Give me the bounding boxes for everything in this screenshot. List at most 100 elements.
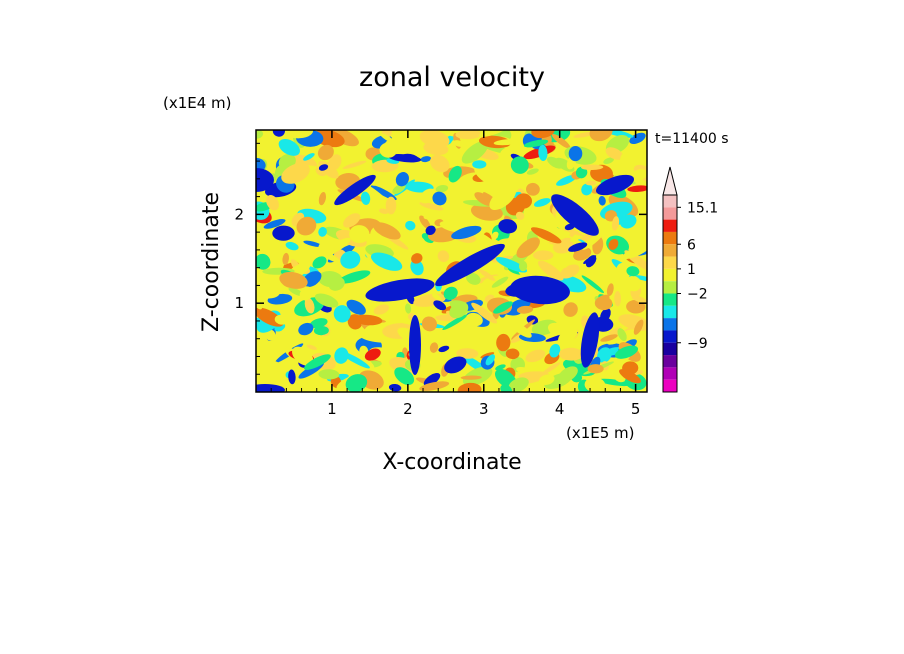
field-cell (432, 191, 447, 206)
x-axis-label: X-coordinate (382, 450, 521, 475)
field-cell (342, 160, 367, 169)
field-cell (309, 318, 328, 329)
field-cell (419, 381, 450, 391)
field-cell (425, 225, 436, 236)
field-cell (364, 348, 381, 361)
field-cell (557, 366, 578, 383)
field-band (256, 168, 274, 192)
colorbar-segment (663, 367, 677, 380)
field-cell (598, 196, 606, 206)
field-cell (419, 202, 444, 211)
field-cell (314, 293, 339, 308)
colorbar-segment (663, 281, 677, 294)
field-cell (526, 168, 539, 175)
field-cell (496, 333, 511, 352)
field-cell (349, 225, 370, 244)
field-cell (508, 377, 529, 392)
field-cell (627, 185, 647, 192)
field-cell (480, 352, 495, 359)
colorbar-segment (663, 293, 677, 306)
field-cell (292, 346, 314, 366)
field-cell (345, 374, 368, 392)
field-cell (306, 344, 317, 350)
field-cell (266, 195, 279, 211)
field-cell (523, 139, 549, 148)
field-cell (459, 191, 468, 201)
field-cell (539, 374, 555, 386)
field-cell (530, 227, 562, 244)
field-cell (518, 260, 528, 272)
field-cell (437, 250, 450, 263)
field-cell (549, 343, 561, 358)
colorbar-segment (663, 342, 677, 356)
colorbar: 15.1 6 1 −2 −9 (662, 166, 718, 393)
field-cell (303, 153, 315, 161)
field-cell (396, 226, 415, 244)
x-tick-label: 2 (403, 400, 413, 418)
field-cell (611, 216, 620, 231)
field-cell (510, 321, 532, 338)
field-cell (575, 166, 588, 179)
field-cell (388, 383, 402, 392)
field-cell (267, 334, 278, 340)
field-cell (493, 301, 513, 314)
field-cell (622, 243, 647, 260)
axis-ticks: 1 2 3 4 5 1 2 (234, 130, 647, 418)
field-cell (423, 141, 449, 156)
field-cell (559, 347, 584, 361)
field-cell (296, 216, 317, 236)
field-cell (547, 156, 563, 169)
field-cell (405, 303, 412, 314)
field-cell (371, 372, 382, 385)
colorbar-segment (663, 244, 677, 257)
field-cell (558, 327, 578, 345)
field-cell (373, 222, 401, 240)
field-cell (421, 316, 437, 332)
field-cell (598, 378, 631, 387)
field-cell (334, 347, 349, 364)
field-cell (357, 355, 375, 369)
field-cell (278, 138, 300, 156)
field-cell (489, 186, 517, 210)
field-cell (317, 144, 334, 161)
field-cell (277, 331, 295, 347)
x-unit-label: (x1E5 m) (566, 424, 635, 442)
field-cell (421, 233, 434, 244)
field-band (256, 384, 285, 392)
colorbar-segment (663, 355, 677, 368)
field-cell (585, 180, 597, 186)
field-cell (614, 345, 639, 359)
field-cell (556, 174, 577, 186)
y-unit-label: (x1E4 m) (163, 94, 232, 112)
field-cell (352, 314, 383, 326)
field-band (334, 174, 376, 206)
colorbar-segment (663, 268, 677, 282)
field-cell (560, 264, 580, 279)
field-cell (285, 241, 299, 251)
colorbar-segment (663, 207, 677, 220)
field-cell (272, 130, 285, 137)
field-cell (516, 305, 534, 314)
field-cell (587, 364, 604, 374)
field-cell (443, 286, 458, 300)
field-band (409, 315, 421, 375)
field-cell (370, 252, 403, 271)
field-cell (478, 327, 491, 341)
field-cell (435, 184, 449, 193)
field-cell (256, 253, 271, 270)
colorbar-label: 1 (687, 262, 696, 278)
field-cell (495, 257, 528, 273)
field-cell (378, 208, 389, 214)
field-cell (493, 138, 522, 146)
plot-frame (255, 129, 648, 393)
field-cell (594, 296, 613, 311)
field-cell (629, 132, 646, 145)
field-cell (364, 323, 388, 339)
field-cell (605, 147, 623, 160)
field-band (435, 243, 505, 287)
x-tick-label: 1 (327, 400, 337, 418)
field-cell (442, 314, 468, 330)
field-cell (340, 351, 370, 369)
field-cell (449, 301, 469, 319)
